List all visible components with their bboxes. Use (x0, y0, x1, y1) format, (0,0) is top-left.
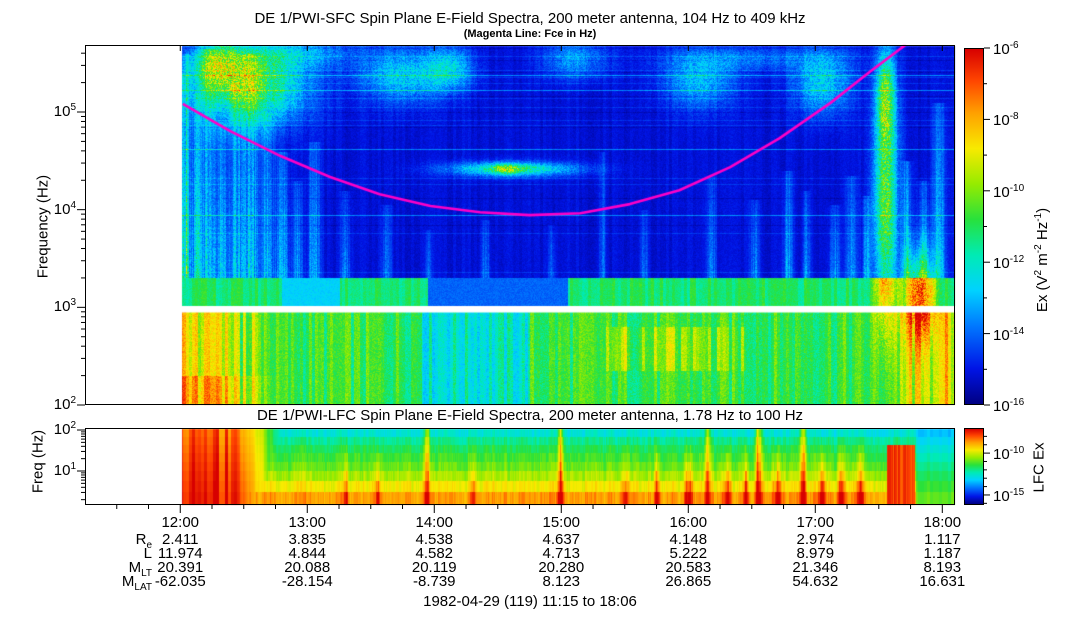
sfc-subtitle: (Magenta Line: Fce in Hz) (463, 28, 597, 40)
sfc-y-tick-label: 105 (53, 101, 76, 120)
sfc-cbar-tick-label: 10-16 (993, 397, 1025, 415)
ephemeris-value: 8.193 (923, 559, 962, 576)
ephemeris-value: 4.148 (669, 531, 708, 548)
sfc-cbar-tick-label: 10-12 (993, 254, 1025, 273)
time-tick-label: 12:00 (161, 514, 200, 531)
sfc-y-tick-label: 104 (53, 199, 76, 218)
lfc-panel-frame (85, 428, 955, 505)
ephemeris-value: -28.154 (281, 573, 333, 590)
ephemeris-value: 3.835 (288, 531, 327, 548)
time-tick-label: 15:00 (542, 514, 581, 531)
sfc-cbar-tick-label: 10-14 (993, 325, 1025, 344)
lfc-y-tick-label: 102 (53, 420, 76, 438)
ephemeris-value: 21.346 (792, 559, 839, 576)
ephemeris-value: 4.844 (288, 545, 327, 562)
sfc-cbar-tick-label: 10-8 (993, 111, 1019, 130)
ephemeris-value: 20.088 (284, 559, 331, 576)
ephemeris-value: 2.974 (796, 531, 835, 548)
ephemeris-value: 20.119 (411, 559, 457, 576)
sfc-title: DE 1/PWI-SFC Spin Plane E-Field Spectra,… (254, 10, 806, 27)
ephemeris-value: 8.979 (796, 545, 835, 562)
lfc-cbar-tick-label: 10-15 (993, 486, 1025, 505)
ephemeris-value: 5.222 (669, 545, 708, 562)
ephemeris-value: 1.187 (923, 545, 962, 562)
ephemeris-value: 4.582 (415, 545, 454, 562)
lfc-title: DE 1/PWI-LFC Spin Plane E-Field Spectra,… (256, 407, 804, 424)
ephemeris-row-label: MLT (128, 559, 152, 579)
ephemeris-value: 8.123 (542, 573, 581, 590)
sfc-panel-frame (85, 45, 955, 405)
date-range-caption: 1982-04-29 (119) 11:15 to 18:06 (423, 593, 637, 610)
ephemeris-value: 54.632 (792, 573, 839, 590)
time-tick-label: 18:00 (923, 514, 962, 531)
ephemeris-value: 4.637 (542, 531, 581, 548)
time-tick-label: 17:00 (796, 514, 835, 531)
sfc-y-tick-label: 102 (53, 395, 76, 413)
sfc-cbar-tick-label: 10-6 (993, 40, 1019, 58)
sfc-cbar-tick-label: 10-10 (993, 182, 1025, 201)
sfc-y-tick-label: 103 (53, 297, 76, 316)
ephemeris-value: -62.035 (154, 573, 206, 590)
sfc-colorbar (964, 48, 984, 405)
time-tick-label: 13:00 (288, 514, 327, 531)
lfc-cbar-tick-label: 10-10 (993, 445, 1025, 464)
ephemeris-value: 4.538 (415, 531, 454, 548)
ephemeris-value: 20.391 (157, 559, 204, 576)
sfc-y-axis-label: Frequency (Hz) (34, 174, 52, 279)
ephemeris-value: 4.713 (542, 545, 581, 562)
ephemeris-value: -8.739 (412, 573, 456, 590)
ephemeris-value: 16.631 (919, 573, 966, 590)
ephemeris-value: 1.117 (924, 531, 961, 548)
ephemeris-row-label: L (143, 545, 152, 562)
time-tick-label: 14:00 (415, 514, 454, 531)
ephemeris-value: 20.280 (538, 559, 585, 576)
ephemeris-value: 11.974 (157, 545, 203, 562)
time-tick-label: 16:00 (669, 514, 708, 531)
ephemeris-value: 20.583 (665, 559, 712, 576)
ephemeris-row-label: MLAT (121, 573, 152, 593)
lfc-y-tick-label: 101 (53, 461, 76, 479)
ephemeris-value: 2.411 (162, 531, 199, 548)
ephemeris-row-label: Re (135, 531, 152, 551)
lfc-colorbar (964, 428, 984, 505)
ephemeris-value: 26.865 (665, 573, 712, 590)
